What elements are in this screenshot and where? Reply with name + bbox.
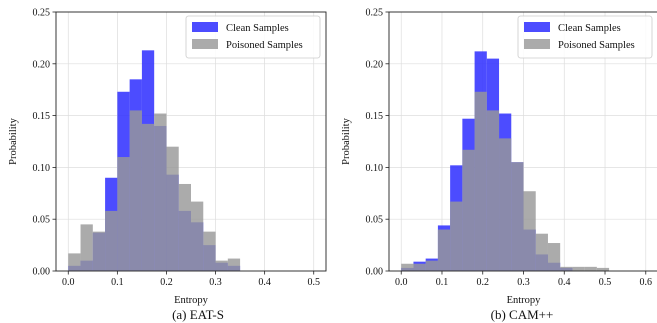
- poisoned-bar: [68, 253, 81, 271]
- poisoned-bar: [499, 138, 512, 271]
- poisoned-bar: [584, 266, 597, 271]
- subfigure-caption: (b) CAM++: [491, 307, 554, 322]
- y-tick-label: 0.05: [33, 215, 51, 226]
- poisoned-bar: [486, 110, 500, 271]
- y-tick-label: 0.15: [366, 111, 384, 122]
- poisoned-bar: [596, 267, 610, 271]
- poisoned-bar: [92, 231, 106, 271]
- poisoned-bar: [523, 191, 536, 271]
- legend-box: [185, 15, 321, 59]
- poisoned-bar: [141, 123, 155, 271]
- x-tick-label: 0.0: [62, 277, 75, 288]
- x-tick-label: 0.6: [640, 277, 653, 288]
- y-tick-label: 0.25: [33, 8, 51, 19]
- poisoned-bar: [105, 210, 118, 271]
- subfigure-caption: (a) EAT-S: [172, 307, 224, 322]
- y-axis-label: Probability: [341, 117, 352, 164]
- x-tick-label: 0.1: [436, 277, 449, 288]
- poisoned-bar: [547, 243, 561, 271]
- poisoned-bar: [450, 201, 463, 271]
- legend-swatch-poisoned: [524, 39, 550, 49]
- x-axis-label: Entropy: [507, 295, 542, 306]
- y-axis-label: Probability: [8, 117, 19, 164]
- legend-label-clean: Clean Samples: [558, 23, 621, 34]
- x-tick-label: 0.3: [209, 277, 222, 288]
- legend-swatch-poisoned: [192, 39, 218, 49]
- poisoned-bar: [437, 229, 451, 271]
- poisoned-bar: [511, 162, 524, 271]
- legend-box: [517, 15, 653, 59]
- x-tick-label: 0.1: [111, 277, 124, 288]
- legend-label-poisoned: Poisoned Samples: [226, 40, 303, 51]
- legend-label-poisoned: Poisoned Samples: [558, 40, 635, 51]
- poisoned-bar: [560, 266, 573, 271]
- y-tick-label: 0.20: [33, 59, 51, 70]
- x-tick-label: 0.4: [558, 277, 571, 288]
- poisoned-bar: [535, 233, 548, 271]
- poisoned-bar: [474, 91, 487, 271]
- y-tick-label: 0.10: [33, 163, 51, 174]
- panel-eat-s: 0.0 0.1 0.2 0.3 0.4 0.5 0.00 0.05 0.10 0.15 0.20 0.…: [8, 8, 327, 322]
- poisoned-bar: [117, 157, 130, 271]
- poisoned-bar: [166, 146, 179, 271]
- poisoned-bar: [413, 263, 426, 271]
- plot-frame: [55, 11, 327, 272]
- poisoned-bar: [462, 149, 475, 271]
- x-tick-label: 0.2: [160, 277, 173, 288]
- poisoned-bar: [178, 183, 191, 271]
- poisoned-bar: [154, 113, 167, 271]
- y-tick-label: 0.20: [366, 59, 384, 70]
- legend-label-clean: Clean Samples: [226, 23, 289, 34]
- x-tick-label: 0.4: [258, 277, 271, 288]
- x-tick-label: 0.2: [476, 277, 489, 288]
- poisoned-bar: [203, 231, 216, 271]
- poisoned-bar: [572, 266, 585, 271]
- poisoned-bar: [129, 110, 142, 271]
- x-tick-label: 0.3: [517, 277, 530, 288]
- x-axis-label: Entropy: [174, 295, 209, 306]
- y-tick-label: 0.00: [366, 267, 384, 278]
- x-tick-label: 0.5: [307, 277, 320, 288]
- poisoned-bar: [191, 201, 204, 271]
- poisoned-bar: [215, 260, 228, 271]
- poisoned-bar: [227, 258, 241, 271]
- y-tick-label: 0.05: [366, 215, 384, 226]
- y-tick-label: 0.10: [366, 163, 384, 174]
- legend-swatch-clean: [192, 22, 218, 32]
- poisoned-bar: [80, 224, 93, 271]
- y-tick-label: 0.00: [33, 267, 51, 278]
- legend-swatch-clean: [524, 22, 550, 32]
- y-tick-label: 0.25: [366, 8, 384, 19]
- x-tick-label: 0.0: [395, 277, 408, 288]
- poisoned-bar: [425, 260, 438, 271]
- x-tick-label: 0.5: [599, 277, 612, 288]
- poisoned-bar: [401, 263, 414, 271]
- panel-cam-plus-plus: 0.0 0.1 0.2 0.3 0.4 0.5 0.6 0.00 0.05 0.10 0.15 0.2…: [341, 8, 657, 322]
- y-tick-label: 0.15: [33, 111, 51, 122]
